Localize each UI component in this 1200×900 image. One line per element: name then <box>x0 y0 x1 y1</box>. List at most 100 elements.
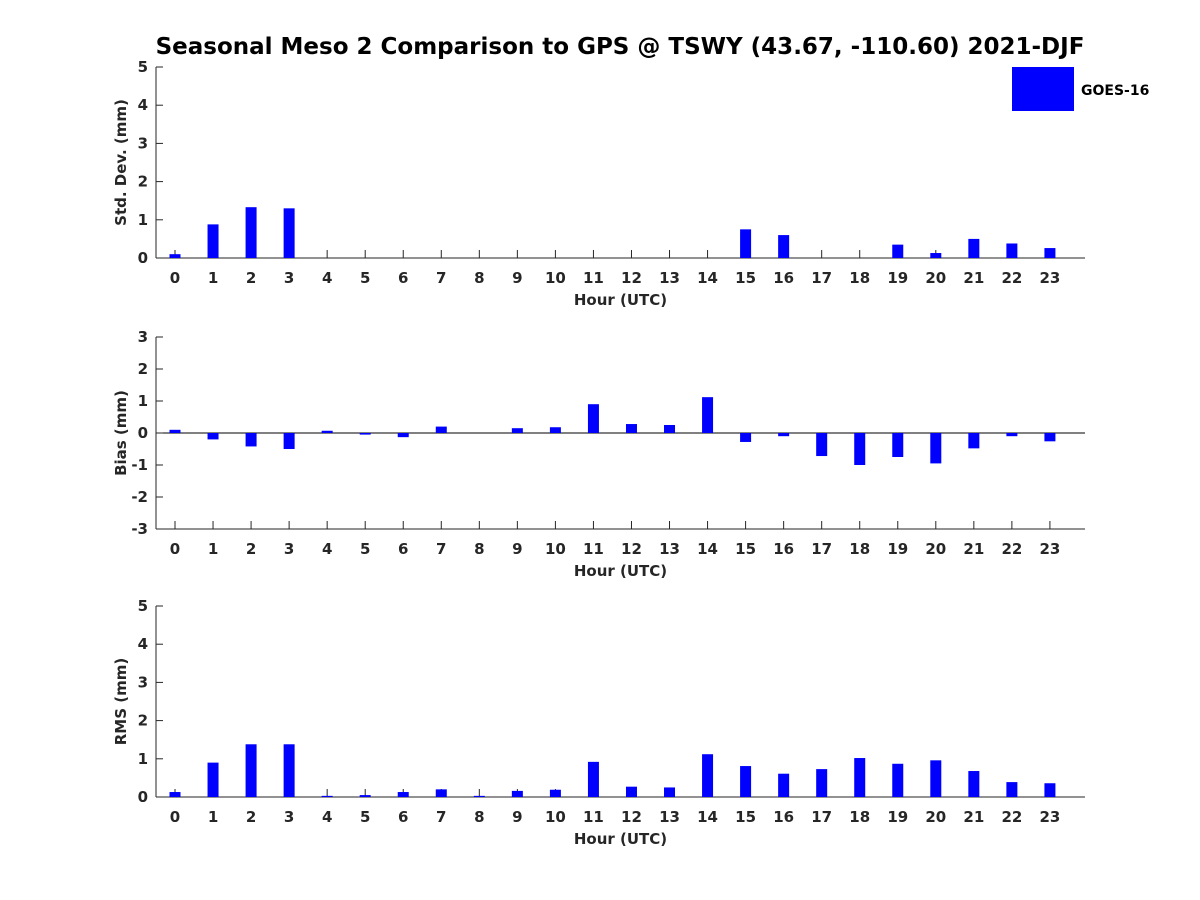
y-tick-label: 2 <box>138 173 148 191</box>
x-tick-label: 7 <box>436 808 446 826</box>
bar-hour-9 <box>511 790 523 797</box>
x-tick-label: 22 <box>1001 269 1022 287</box>
bar-hour-20 <box>930 433 942 464</box>
legend: GOES-16 <box>1012 67 1149 111</box>
y-axis-label: Std. Dev. (mm) <box>112 99 130 226</box>
bar-hour-10 <box>549 427 561 433</box>
bar-hour-6 <box>397 792 409 797</box>
bar-hour-17 <box>816 433 828 457</box>
y-tick-label: 1 <box>138 211 148 229</box>
x-tick-label: 10 <box>545 808 566 826</box>
bar-hour-22 <box>1006 782 1018 797</box>
x-tick-label: 12 <box>621 808 642 826</box>
x-tick-label: 2 <box>246 540 256 558</box>
x-tick-label: 19 <box>887 808 908 826</box>
y-tick-label: 0 <box>138 788 148 806</box>
x-tick-label: 2 <box>246 808 256 826</box>
x-tick-label: 11 <box>583 808 604 826</box>
x-tick-label: 13 <box>659 540 680 558</box>
bar-hour-21 <box>968 433 980 449</box>
x-tick-label: 23 <box>1039 808 1060 826</box>
bar-hour-2 <box>245 433 257 447</box>
y-tick-label: 3 <box>138 328 148 346</box>
x-tick-label: 2 <box>246 269 256 287</box>
x-tick-label: 1 <box>208 540 218 558</box>
bar-hour-9 <box>511 428 523 433</box>
bar-hour-17 <box>816 769 828 797</box>
bar-hour-16 <box>778 235 790 258</box>
x-tick-label: 13 <box>659 808 680 826</box>
x-tick-label: 15 <box>735 269 756 287</box>
bar-hour-3 <box>283 433 295 449</box>
y-tick-label: 3 <box>138 134 148 152</box>
y-tick-label: 5 <box>138 58 148 76</box>
x-tick-label: 8 <box>474 808 484 826</box>
x-tick-label: 6 <box>398 269 408 287</box>
y-tick-label: 4 <box>138 96 148 114</box>
bar-hour-23 <box>1044 783 1056 797</box>
chart-title: Seasonal Meso 2 Comparison to GPS @ TSWY… <box>156 34 1085 60</box>
x-tick-label: 22 <box>1001 808 1022 826</box>
bar-hour-4 <box>321 795 333 797</box>
bar-hour-0 <box>169 254 181 258</box>
bar-hour-12 <box>625 786 637 797</box>
x-tick-label: 7 <box>436 540 446 558</box>
x-tick-label: 3 <box>284 540 294 558</box>
x-tick-label: 14 <box>697 540 718 558</box>
bar-hour-16 <box>778 773 790 797</box>
bar-hour-18 <box>854 758 866 797</box>
x-tick-label: 4 <box>322 540 332 558</box>
x-tick-label: 9 <box>512 808 522 826</box>
bar-hour-23 <box>1044 248 1056 258</box>
bar-hour-18 <box>854 433 866 465</box>
x-tick-label: 18 <box>849 269 870 287</box>
y-tick-label: 2 <box>138 360 148 378</box>
x-tick-label: 11 <box>583 540 604 558</box>
x-tick-label: 12 <box>621 540 642 558</box>
x-tick-label: 4 <box>322 808 332 826</box>
bar-hour-5 <box>359 433 371 435</box>
x-tick-label: 20 <box>925 808 946 826</box>
x-tick-label: 5 <box>360 540 370 558</box>
x-tick-label: 8 <box>474 269 484 287</box>
bar-hour-11 <box>587 404 599 433</box>
x-tick-label: 9 <box>512 540 522 558</box>
bar-hour-22 <box>1006 243 1018 258</box>
x-tick-label: 8 <box>474 540 484 558</box>
x-tick-label: 4 <box>322 269 332 287</box>
x-tick-label: 17 <box>811 540 832 558</box>
bar-hour-22 <box>1006 433 1018 437</box>
x-tick-label: 23 <box>1039 540 1060 558</box>
x-tick-label: 10 <box>545 540 566 558</box>
y-tick-label: 5 <box>138 597 148 615</box>
x-tick-label: 16 <box>773 808 794 826</box>
bar-hour-1 <box>207 224 219 258</box>
x-tick-label: 0 <box>170 808 180 826</box>
x-tick-label: 10 <box>545 269 566 287</box>
bar-hour-21 <box>968 771 980 797</box>
y-tick-label: 0 <box>138 424 148 442</box>
x-tick-label: 0 <box>170 269 180 287</box>
bar-hour-12 <box>625 424 637 433</box>
x-tick-label: 15 <box>735 540 756 558</box>
x-tick-label: 22 <box>1001 540 1022 558</box>
y-tick-label: -3 <box>131 520 148 538</box>
x-tick-label: 5 <box>360 808 370 826</box>
bar-hour-20 <box>930 253 942 258</box>
bar-hour-7 <box>435 426 447 433</box>
bar-hour-3 <box>283 208 295 258</box>
bar-hour-19 <box>892 763 904 797</box>
bar-hour-8 <box>473 795 485 797</box>
bar-hour-20 <box>930 760 942 797</box>
bar-hour-14 <box>702 397 714 433</box>
bar-hour-15 <box>740 766 752 797</box>
bar-hour-19 <box>892 244 904 258</box>
bar-hour-3 <box>283 744 295 797</box>
x-tick-label: 7 <box>436 269 446 287</box>
bar-hour-11 <box>587 761 599 797</box>
x-tick-label: 21 <box>963 540 984 558</box>
bar-hour-23 <box>1044 433 1056 442</box>
